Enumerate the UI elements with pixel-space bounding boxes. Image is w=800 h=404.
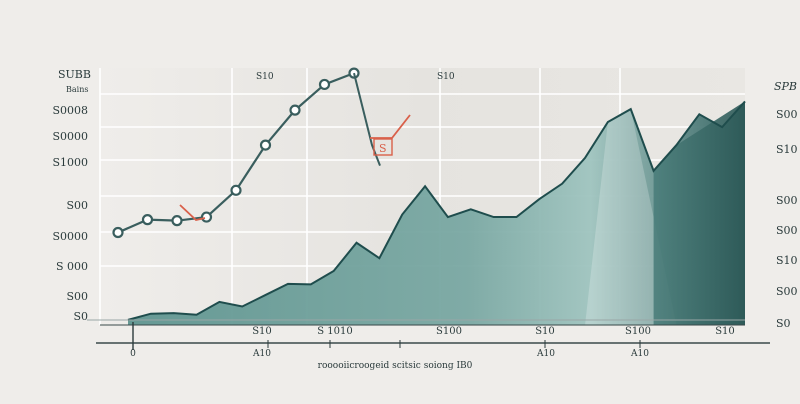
left-corner-sublabel: Bains: [66, 85, 88, 94]
series-b-point: [230, 184, 242, 196]
annotation-box: [373, 138, 393, 156]
series-a-area: [128, 101, 745, 325]
x-tick-label: S10: [252, 326, 272, 337]
x-sub-label: A10: [630, 349, 649, 359]
x-tick-label: S 1010: [317, 326, 352, 337]
annotation-label: S: [379, 142, 387, 155]
x-tick-label: S10: [715, 326, 735, 337]
annotation-stroke-left: [179, 204, 206, 221]
y-tick-label-right: S10: [776, 143, 798, 156]
series-b-point: [318, 78, 331, 91]
top-tick-label: S10: [437, 72, 455, 82]
series-b-branch: [353, 72, 381, 167]
annotation-stroke-right: [370, 114, 411, 139]
y-tick-label-right: S00: [776, 194, 798, 207]
line-series: S: [112, 67, 746, 321]
series-b-point: [171, 215, 183, 227]
series-b-point: [141, 214, 154, 226]
y-tick-label-left: S00: [66, 290, 88, 303]
y-tick-label-left: S0008: [52, 104, 88, 117]
dark-area-block: [653, 101, 745, 325]
series-b-point: [289, 104, 301, 116]
series-b-point: [200, 211, 213, 223]
y-tick-label-right: S00: [776, 285, 798, 298]
top-tick-label: S10: [256, 72, 274, 82]
axes: [87, 319, 770, 350]
y-tick-label-left: S0000: [52, 130, 88, 143]
x-axis-title: rooooiicroogeid scitsic soiong IB0: [318, 361, 473, 371]
y-tick-label-right: S00: [776, 224, 798, 237]
right-corner-label: SPB: [774, 80, 797, 93]
x-tick-label: S100: [625, 326, 651, 337]
y-tick-label-right: S00: [776, 108, 798, 121]
left-corner-label: SUBB: [58, 68, 91, 81]
y-tick-label-right: S0: [776, 317, 791, 330]
y-tick-label-right: S10: [776, 254, 798, 267]
y-tick-label-left: S 000: [56, 260, 88, 273]
series-b-point: [259, 139, 272, 151]
y-tick-label-left: S00: [66, 199, 88, 212]
x-sub-label: A10: [252, 349, 271, 359]
y-tick-label-left: S0: [73, 310, 88, 323]
y-tick-label-left: S1000: [52, 156, 88, 169]
y-tick-label-left: S0000: [52, 230, 88, 243]
series-a-line: [127, 100, 746, 321]
area-series: [128, 101, 745, 326]
series-b-point: [112, 226, 124, 239]
x-sub-label: A10: [536, 349, 555, 359]
x-sub-label: 0: [130, 349, 136, 359]
x-tick-label: S100: [436, 326, 462, 337]
x-tick-label: S10: [535, 326, 555, 337]
